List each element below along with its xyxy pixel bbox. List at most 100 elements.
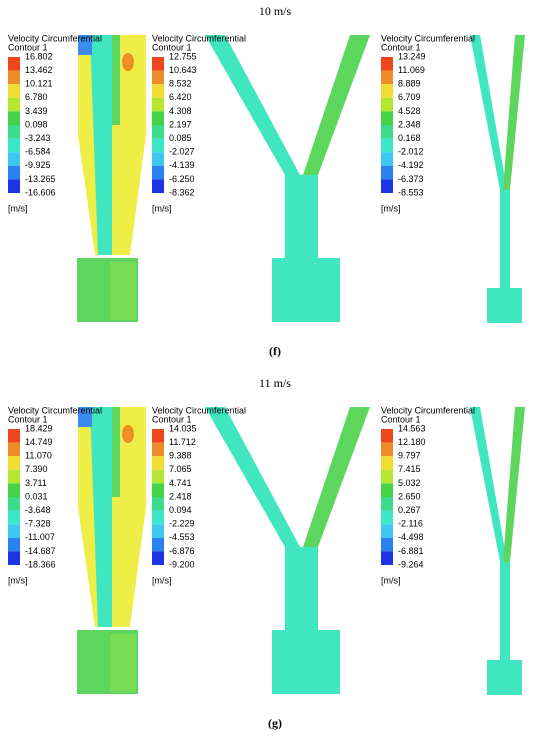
legend-value: -2.229	[169, 519, 195, 529]
legend-band	[8, 537, 20, 552]
legend-value: 4.741	[169, 478, 192, 488]
legend-value: 11.712	[169, 437, 196, 447]
y2-right-arm	[503, 407, 525, 562]
legend-value: 18.429	[25, 423, 53, 433]
y-right-arm	[303, 35, 370, 175]
legend-value: 7.415	[398, 464, 421, 474]
legend-value: 4.528	[398, 106, 421, 116]
legend-value: 0.098	[25, 119, 48, 129]
hot-spot	[122, 53, 134, 71]
legend-band	[152, 524, 164, 538]
legend-subtitle: Contour 1	[8, 414, 48, 424]
legend-band	[8, 524, 20, 538]
legend-band	[381, 125, 393, 139]
legend-band	[152, 179, 164, 193]
legend-band	[8, 497, 20, 511]
y-right-arm	[303, 407, 370, 547]
legend-band	[381, 179, 393, 193]
legend-title: Velocity Circumferential	[8, 33, 102, 43]
legend-value: -8.553	[398, 187, 424, 197]
cyclone-core	[90, 407, 112, 627]
legend-value: -2.116	[398, 519, 423, 529]
legend-band	[152, 152, 164, 166]
legend-value: 14.563	[398, 423, 426, 433]
legend-band	[381, 497, 393, 511]
legend-value: 8.889	[398, 79, 421, 89]
legend-value: -4.139	[169, 160, 195, 170]
legend-unit: [m/s]	[381, 575, 401, 585]
legend-value: 6.420	[169, 92, 192, 102]
legend-band	[8, 456, 20, 470]
legend-unit: [m/s]	[152, 203, 172, 213]
legend-band	[8, 111, 20, 125]
y-box	[272, 258, 340, 322]
legend-band	[381, 429, 393, 443]
legend-band	[152, 442, 164, 457]
legend-value: 2.348	[398, 119, 421, 129]
legend-band	[152, 551, 164, 565]
legend-band	[152, 70, 164, 85]
legend-band	[8, 57, 20, 71]
legend-band	[8, 483, 20, 497]
legend-value: -2.012	[398, 147, 424, 157]
legend-band	[381, 70, 393, 85]
legend-band	[381, 84, 393, 98]
legend-band	[8, 469, 20, 484]
legend-subtitle: Contour 1	[152, 414, 192, 424]
legend-value: 0.031	[25, 491, 48, 501]
legend-band	[152, 97, 164, 112]
legend-band	[152, 57, 164, 71]
legend-value: -6.584	[25, 147, 51, 157]
legend-unit: [m/s]	[381, 203, 401, 213]
legend-unit: [m/s]	[152, 575, 172, 585]
legend-value: 12.180	[398, 437, 426, 447]
legend-value: 3.711	[25, 478, 47, 488]
legend-band	[152, 469, 164, 484]
legend-band	[381, 456, 393, 470]
legend-band	[381, 138, 393, 153]
legend-value: -9.264	[398, 559, 424, 569]
legend-band	[152, 456, 164, 470]
legend-band	[8, 510, 20, 525]
panel-title: 10 m/s	[259, 4, 292, 18]
y-trunk	[285, 547, 318, 632]
legend-band	[152, 429, 164, 443]
legend-subtitle: Contour 1	[152, 42, 192, 52]
cyclone-box-part	[110, 262, 136, 320]
legend-value: 0.267	[398, 505, 421, 515]
legend-value: -6.876	[169, 546, 195, 556]
y2-left-arm	[470, 407, 507, 562]
y-box	[272, 630, 340, 694]
legend-band	[8, 165, 20, 180]
legend-value: 2.197	[169, 119, 192, 129]
legend-value: -14.687	[25, 546, 56, 556]
y-left-arm	[205, 407, 300, 547]
legend-band	[152, 138, 164, 153]
legend-band	[8, 97, 20, 112]
legend-band	[381, 57, 393, 71]
legend-band	[152, 165, 164, 180]
legend-value: 13.462	[25, 65, 53, 75]
legend-title: Velocity Circumferential	[8, 405, 102, 415]
cyclone-inlet	[78, 35, 92, 55]
legend-band	[8, 70, 20, 85]
legend-value: 6.780	[25, 92, 48, 102]
legend-title: Velocity Circumferential	[381, 405, 475, 415]
legend-subtitle: Contour 1	[381, 414, 421, 424]
panel-caption: (f)	[269, 344, 281, 358]
legend-band	[8, 138, 20, 153]
vortex-finder	[112, 35, 120, 125]
legend-title: Velocity Circumferential	[152, 33, 246, 43]
legend-value: 9.797	[398, 451, 421, 461]
legend-value: 7.390	[25, 464, 48, 474]
y2-left-arm	[470, 35, 507, 190]
legend-band	[8, 429, 20, 443]
legend-value: -9.925	[25, 160, 51, 170]
legend-value: 5.032	[398, 478, 421, 488]
legend-band	[381, 483, 393, 497]
legend-value: 9.388	[169, 451, 192, 461]
legend-value: 14.749	[25, 437, 53, 447]
legend-band	[381, 510, 393, 525]
legend-band	[8, 84, 20, 98]
